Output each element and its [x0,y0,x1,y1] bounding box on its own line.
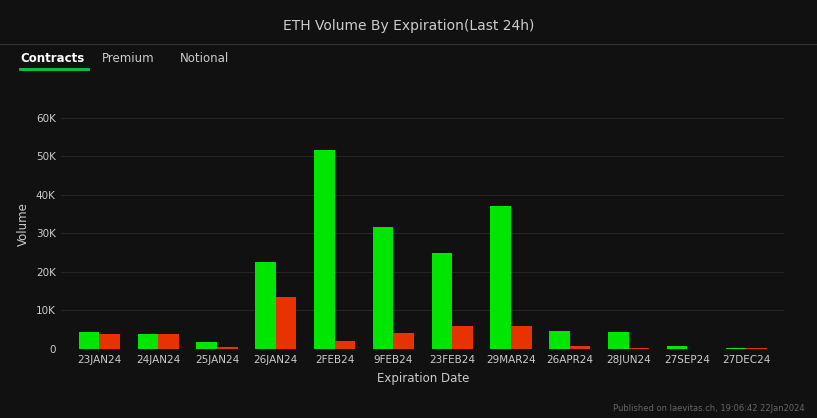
Text: ETH Volume By Expiration(Last 24h): ETH Volume By Expiration(Last 24h) [283,19,534,33]
Text: Published on laevitas.ch, 19:06:42 22Jan2024: Published on laevitas.ch, 19:06:42 22Jan… [613,404,805,413]
Bar [79,331,100,349]
Bar [511,326,532,349]
Bar [608,331,628,349]
Text: Notional: Notional [180,52,229,65]
Bar [452,326,473,349]
Bar [628,348,650,349]
Bar [255,262,276,349]
X-axis label: Expiration Date: Expiration Date [377,372,469,385]
Bar [276,297,297,349]
Text: Contracts: Contracts [20,52,85,65]
Bar [569,346,591,349]
Bar [394,333,414,349]
Bar [373,227,394,349]
Bar [196,342,217,349]
Bar [100,334,120,349]
Y-axis label: Volume: Volume [17,202,30,245]
Bar [158,334,179,349]
Bar [490,206,511,349]
Bar [217,347,238,349]
Bar [314,150,335,349]
Bar [667,346,687,349]
Bar [549,331,569,349]
Bar [335,341,355,349]
Bar [431,252,452,349]
Text: Premium: Premium [102,52,154,65]
Bar [138,334,158,349]
